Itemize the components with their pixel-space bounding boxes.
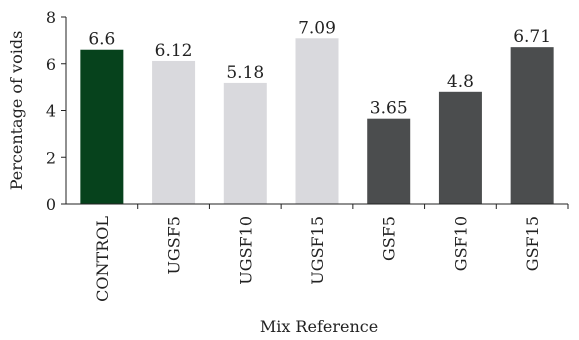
x-tick-label-gsf15: GSF15 (523, 216, 542, 271)
y-axis-title: Percentage of voids (7, 31, 26, 191)
bar-gsf10 (438, 91, 482, 204)
y-tick-label: 0 (46, 195, 56, 214)
bar-ugsf15 (295, 38, 339, 204)
value-label-gsf10: 4.8 (447, 72, 474, 92)
bar-ugsf5 (152, 60, 196, 204)
x-tick-label-gsf5: GSF5 (380, 216, 399, 261)
x-tick-label-ugsf5: UGSF5 (165, 216, 184, 275)
x-axis-ticks: CONTROL UGSF5 UGSF10 UGSF15 GSF5 GSF10 GSF15 (93, 204, 569, 302)
bars (80, 38, 554, 205)
y-tick-label: 4 (46, 102, 56, 121)
x-tick-label-control: CONTROL (93, 216, 112, 302)
x-tick-label-gsf10: GSF10 (451, 216, 470, 271)
bar-gsf5 (367, 118, 411, 204)
x-axis-title: Mix Reference (260, 317, 378, 336)
bar-gsf15 (510, 47, 554, 205)
value-label-ugsf15: 7.09 (298, 18, 336, 38)
value-label-gsf5: 3.65 (370, 99, 408, 119)
bar-ugsf10 (223, 82, 267, 204)
y-axis-ticks: 0 2 4 6 8 (46, 8, 66, 214)
bar-control (80, 49, 124, 204)
y-tick-label: 2 (46, 148, 56, 167)
value-label-ugsf10: 5.18 (226, 63, 264, 83)
x-tick-label-ugsf15: UGSF15 (308, 216, 327, 285)
y-tick-label: 6 (46, 55, 56, 74)
value-label-control: 6.6 (88, 30, 115, 50)
value-label-ugsf5: 6.12 (155, 41, 193, 61)
x-tick-label-ugsf10: UGSF10 (236, 216, 255, 285)
value-labels: 6.6 6.12 5.18 7.09 3.65 4.8 6.71 (88, 18, 551, 118)
value-label-gsf15: 6.71 (513, 27, 551, 47)
y-tick-label: 8 (46, 8, 56, 27)
